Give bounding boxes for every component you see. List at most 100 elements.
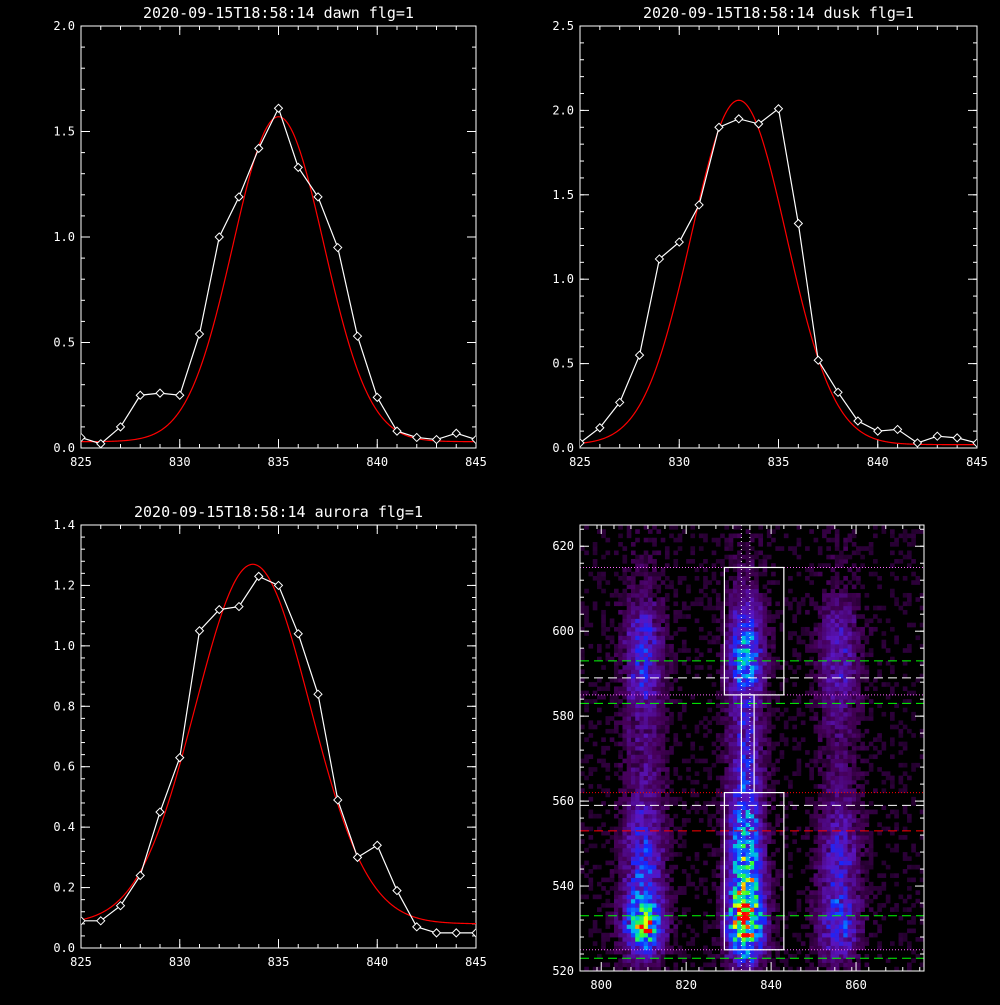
heatmap-cell: [860, 793, 865, 798]
heatmap-cell: [729, 861, 734, 866]
heatmap-cell: [639, 861, 644, 866]
heatmap-cell: [771, 657, 776, 662]
heatmap-cell: [648, 916, 653, 921]
data-point-marker: [373, 393, 381, 401]
heatmap-cell: [618, 776, 623, 781]
heatmap-cell: [886, 814, 891, 819]
heatmap-cell: [733, 631, 738, 636]
heatmap-cell: [741, 720, 746, 725]
heatmap-cell: [831, 916, 836, 921]
heatmap-cell: [627, 580, 632, 585]
heatmap-cell: [775, 780, 780, 785]
heatmap-cell: [712, 763, 717, 768]
heatmap-cell: [686, 614, 691, 619]
heatmap-cell: [852, 950, 857, 955]
chart-title: 2020-09-15T18:58:14 dusk flg=1: [643, 4, 914, 22]
heatmap-cell: [703, 844, 708, 849]
heatmap-cell: [661, 708, 666, 713]
heatmap-cell: [784, 814, 789, 819]
heatmap-cell: [639, 899, 644, 904]
heatmap-cell: [661, 929, 666, 934]
heatmap-cell: [661, 861, 666, 866]
heatmap-cell: [839, 555, 844, 560]
heatmap-cell: [835, 686, 840, 691]
heatmap-cell: [678, 742, 683, 747]
heatmap-cell: [763, 895, 768, 900]
heatmap-cell: [652, 601, 657, 606]
heatmap-cell: [597, 907, 602, 912]
heatmap-cell: [601, 831, 606, 836]
heatmap-cell: [775, 933, 780, 938]
heatmap-cell: [682, 844, 687, 849]
heatmap-cell: [848, 869, 853, 874]
heatmap-cell: [724, 869, 729, 874]
heatmap-cell: [814, 716, 819, 721]
heatmap-cell: [724, 695, 729, 700]
heatmap-cell: [729, 865, 734, 870]
heatmap-cell: [852, 924, 857, 929]
heatmap-cell: [661, 572, 666, 577]
heatmap-cell: [741, 737, 746, 742]
heatmap-cell: [814, 725, 819, 730]
heatmap-cell: [852, 572, 857, 577]
heatmap-cell: [733, 678, 738, 683]
heatmap-cell: [746, 572, 751, 577]
heatmap-cell: [656, 767, 661, 772]
heatmap-cell: [652, 720, 657, 725]
heatmap-cell: [601, 844, 606, 849]
heatmap-cell: [835, 865, 840, 870]
heatmap-cell: [792, 933, 797, 938]
heatmap-cell: [814, 818, 819, 823]
heatmap-cell: [618, 627, 623, 632]
heatmap-cell: [805, 810, 810, 815]
heatmap-cell: [771, 861, 776, 866]
heatmap-cell: [814, 644, 819, 649]
heatmap-cell: [852, 584, 857, 589]
heatmap-cell: [635, 810, 640, 815]
heatmap-cell: [822, 759, 827, 764]
heatmap-cell: [890, 907, 895, 912]
heatmap-cell: [865, 873, 870, 878]
heatmap-cell: [627, 729, 632, 734]
heatmap-cell: [886, 661, 891, 666]
heatmap-cell: [856, 839, 861, 844]
heatmap-cell: [741, 937, 746, 942]
heatmap-cell: [852, 763, 857, 768]
heatmap-cell: [831, 861, 836, 866]
heatmap-cell: [818, 861, 823, 866]
heatmap-cell: [839, 907, 844, 912]
heatmap-cell: [758, 640, 763, 645]
heatmap-cell: [648, 784, 653, 789]
heatmap-cell: [733, 873, 738, 878]
heatmap-cell: [635, 742, 640, 747]
heatmap-cell: [712, 716, 717, 721]
heatmap-cell: [848, 873, 853, 878]
heatmap-cell: [635, 733, 640, 738]
heatmap-cell: [894, 725, 899, 730]
heatmap-cell: [661, 890, 666, 895]
heatmap-cell: [754, 831, 759, 836]
heatmap-cell: [758, 844, 763, 849]
heatmap-cell: [818, 907, 823, 912]
heatmap-cell: [614, 593, 619, 598]
heatmap-cell: [729, 784, 734, 789]
heatmap-cell: [627, 946, 632, 951]
heatmap-cell: [580, 648, 585, 653]
heatmap-cell: [631, 793, 636, 798]
heatmap-cell: [848, 924, 853, 929]
heatmap-cell: [758, 920, 763, 925]
heatmap-cell: [665, 852, 670, 857]
heatmap-cell: [605, 899, 610, 904]
heatmap-cell: [843, 835, 848, 840]
heatmap-cell: [741, 669, 746, 674]
data-point-marker: [354, 332, 362, 340]
heatmap-cell: [767, 555, 772, 560]
heatmap-cell: [644, 631, 649, 636]
heatmap-cell: [869, 861, 874, 866]
heatmap-cell: [639, 580, 644, 585]
heatmap-cell: [656, 708, 661, 713]
heatmap-cell: [622, 878, 627, 883]
heatmap-cell: [695, 852, 700, 857]
heatmap-cell: [716, 652, 721, 657]
heatmap-cell: [852, 695, 857, 700]
